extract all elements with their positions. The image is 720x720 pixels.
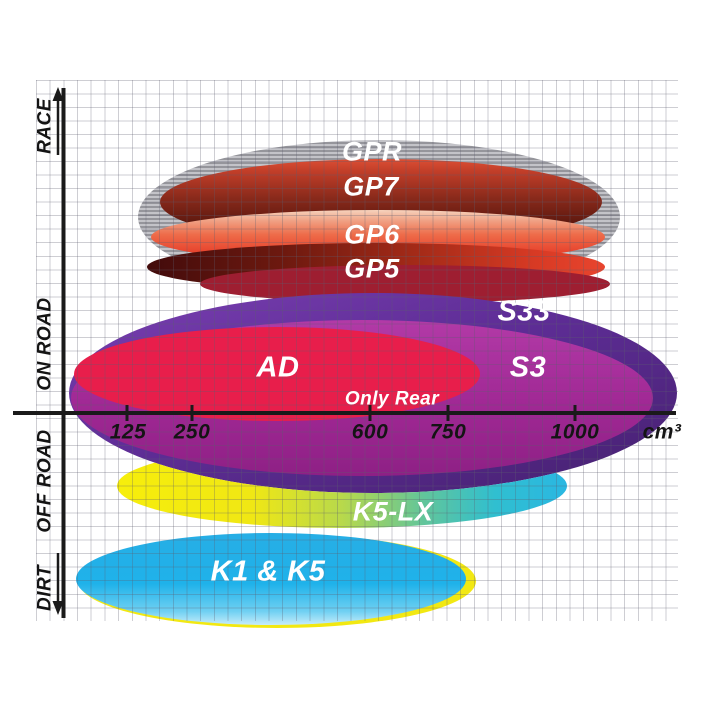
dirt-down-arrow-icon — [52, 553, 64, 615]
compound-label-k5lx: K5-LX — [352, 496, 434, 527]
k1k5-ellipse — [76, 533, 466, 625]
compound-label-gp6: GP6 — [344, 219, 400, 250]
zone-label-race: RACE — [34, 98, 56, 154]
compound-label-gpr: GPR — [341, 136, 403, 167]
x-tick-600: 600 — [351, 420, 389, 444]
zone-label-dirt: DIRT — [34, 565, 56, 611]
x-tick-125: 125 — [109, 420, 147, 444]
x-tick-1000: 1000 — [550, 420, 600, 444]
zone-label-on-road: ON ROAD — [34, 297, 56, 391]
ad-ellipse — [74, 327, 480, 421]
k5lx-ellipse — [117, 444, 567, 528]
x-tick-250: 250 — [173, 420, 211, 444]
x-axis-ticks — [125, 405, 577, 421]
compound-label-gp5: GP5 — [344, 253, 400, 284]
compound-label-gp7: GP7 — [343, 171, 399, 202]
compound-label-s33: S33 — [497, 295, 551, 328]
compound-label-s3: S3 — [509, 351, 547, 384]
compound-label-ad: AD — [256, 351, 300, 384]
x-tick-750: 750 — [429, 420, 467, 444]
race-up-arrow-icon — [52, 87, 64, 155]
only-rear-note: Only Rear — [344, 388, 440, 410]
x-axis-unit: cm³ — [642, 420, 682, 444]
crimson-band-ellipse — [200, 265, 610, 303]
compound-label-k1k5: K1 & K5 — [210, 555, 326, 588]
zone-label-off-road: OFF ROAD — [34, 429, 56, 533]
